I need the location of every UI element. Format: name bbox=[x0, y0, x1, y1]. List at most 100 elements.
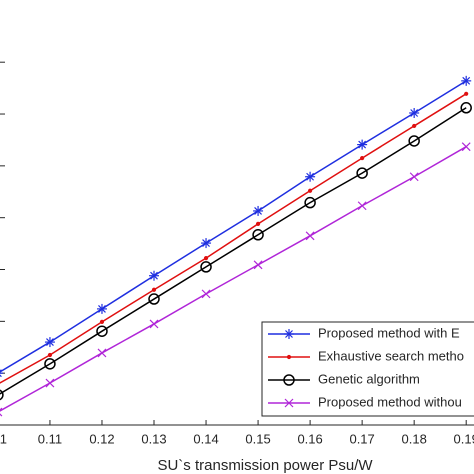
marker bbox=[201, 289, 211, 299]
marker bbox=[308, 188, 313, 193]
marker-stroke bbox=[149, 319, 159, 329]
marker bbox=[305, 231, 315, 241]
x-tick-label: 0.18 bbox=[402, 431, 427, 446]
marker bbox=[304, 196, 316, 209]
marker bbox=[255, 221, 261, 227]
marker bbox=[461, 75, 472, 86]
marker-stroke bbox=[357, 201, 367, 211]
marker bbox=[149, 319, 159, 329]
legend-marker bbox=[283, 374, 295, 386]
marker-stroke bbox=[462, 76, 471, 85]
x-tick-label: 0.16 bbox=[297, 431, 322, 446]
marker-circle bbox=[304, 196, 316, 209]
marker bbox=[0, 389, 4, 401]
marker bbox=[45, 378, 55, 388]
marker-stroke bbox=[98, 304, 106, 313]
marker-stroke bbox=[201, 289, 211, 299]
legend-label: Genetic algorithm bbox=[318, 371, 420, 386]
marker bbox=[99, 319, 105, 324]
marker-stroke bbox=[285, 330, 293, 338]
marker-circle bbox=[148, 293, 160, 305]
x-tick-label: 0.14 bbox=[193, 431, 218, 446]
marker-stroke bbox=[284, 398, 294, 408]
marker-stroke bbox=[97, 348, 107, 358]
marker-dot bbox=[464, 91, 469, 96]
marker-stroke bbox=[253, 260, 263, 270]
x-tick-label: 0.1 bbox=[0, 431, 7, 446]
marker-dot bbox=[308, 188, 313, 193]
marker-stroke bbox=[409, 172, 419, 182]
x-tick-label: 0.13 bbox=[141, 431, 166, 446]
marker bbox=[460, 102, 472, 114]
series-line bbox=[0, 107, 467, 395]
marker-dot bbox=[412, 123, 417, 129]
legend-marker bbox=[284, 398, 294, 408]
series-line bbox=[0, 146, 467, 412]
legend-label: Proposed method withou bbox=[318, 394, 462, 409]
marker bbox=[148, 293, 160, 305]
marker bbox=[44, 337, 55, 348]
marker-circle bbox=[200, 261, 212, 273]
marker-stroke bbox=[461, 142, 471, 152]
marker bbox=[151, 287, 157, 292]
marker bbox=[252, 229, 264, 241]
x-tick-label: 0.12 bbox=[89, 431, 114, 446]
marker-circle bbox=[0, 389, 4, 401]
marker bbox=[253, 205, 264, 216]
marker bbox=[203, 256, 209, 261]
marker-dot bbox=[286, 354, 292, 360]
marker bbox=[305, 171, 316, 182]
legend-box bbox=[261, 321, 474, 417]
legend-marker bbox=[284, 329, 294, 339]
marker-stroke bbox=[305, 231, 315, 241]
marker bbox=[461, 142, 471, 152]
marker-stroke bbox=[0, 413, 3, 417]
marker bbox=[0, 369, 3, 378]
marker bbox=[149, 270, 160, 281]
marker bbox=[44, 358, 56, 370]
marker bbox=[96, 325, 108, 337]
marker-circle bbox=[283, 374, 295, 386]
marker bbox=[0, 407, 3, 417]
marker-circle bbox=[44, 358, 56, 370]
x-tick-label: 0.15 bbox=[245, 431, 270, 446]
marker-stroke bbox=[0, 407, 3, 411]
legend-label: Exhaustive search metho bbox=[318, 348, 464, 363]
marker-dot bbox=[203, 256, 209, 261]
marker-stroke bbox=[358, 140, 367, 149]
marker-stroke bbox=[150, 271, 158, 280]
marker-circle bbox=[356, 167, 368, 179]
marker-circle bbox=[96, 325, 108, 337]
marker-circle bbox=[460, 102, 472, 114]
marker bbox=[409, 107, 420, 118]
marker-circle bbox=[252, 229, 264, 241]
marker-dot bbox=[151, 287, 157, 292]
marker bbox=[97, 348, 107, 358]
series-line bbox=[0, 93, 467, 384]
marker bbox=[360, 155, 365, 161]
legend-marker bbox=[286, 354, 292, 360]
marker bbox=[200, 261, 212, 273]
marker bbox=[409, 172, 419, 182]
marker bbox=[408, 135, 420, 147]
marker-stroke bbox=[410, 109, 419, 117]
marker-stroke bbox=[306, 172, 315, 181]
marker-circle bbox=[408, 135, 420, 147]
marker-dot bbox=[47, 352, 53, 358]
x-tick-label: 0.19 bbox=[454, 431, 474, 446]
marker-dot bbox=[255, 221, 261, 227]
marker-dot bbox=[360, 155, 365, 161]
marker-stroke bbox=[0, 374, 2, 378]
series-line bbox=[0, 80, 467, 373]
marker bbox=[464, 91, 469, 96]
x-tick-label: 0.17 bbox=[349, 431, 374, 446]
marker-stroke bbox=[202, 239, 210, 248]
marker-stroke bbox=[254, 207, 262, 215]
marker bbox=[357, 139, 368, 150]
marker-stroke bbox=[46, 338, 54, 346]
marker-stroke bbox=[0, 369, 2, 372]
marker-dot bbox=[99, 319, 105, 324]
marker bbox=[356, 167, 368, 179]
marker bbox=[96, 303, 107, 314]
